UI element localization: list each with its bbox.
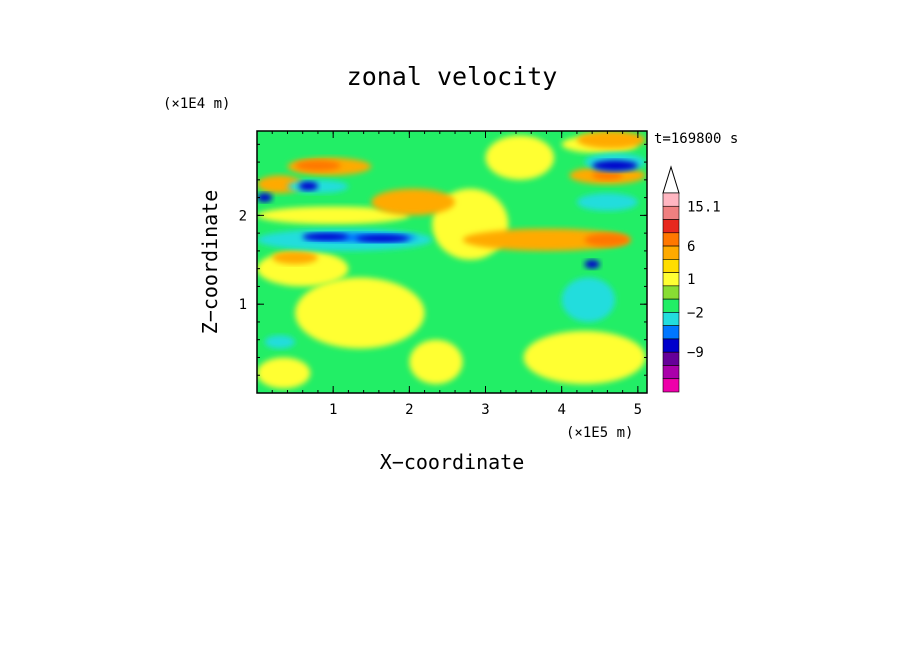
- colorbar-bin: [662, 378, 680, 393]
- colorbar-bin: [662, 192, 680, 207]
- field-region-dark-blue: [584, 259, 600, 269]
- field-region-dark-orange: [584, 233, 631, 247]
- colorbar-bin: [662, 312, 680, 326]
- colorbar-bin: [662, 272, 680, 287]
- colorbar-bin: [662, 259, 680, 273]
- field-region-yellow: [257, 357, 311, 389]
- field-region-dark-orange: [592, 170, 623, 180]
- field-region-yellow: [257, 206, 410, 225]
- field-region-dark-orange: [295, 160, 341, 171]
- field-region-orange: [462, 228, 631, 251]
- field-region-yellow: [409, 339, 463, 385]
- velocity-field: [257, 131, 647, 393]
- colorbar-label: −9: [687, 345, 704, 361]
- y-axis: 12: [239, 143, 647, 376]
- colorbar-extend-arrow: [662, 165, 680, 194]
- field-region-cyan: [576, 193, 638, 211]
- x-tick-label: 2: [405, 402, 413, 418]
- field-region-orange: [272, 250, 318, 265]
- colorbar-bin: [662, 205, 680, 220]
- field-region-dark-blue: [302, 233, 349, 241]
- field-region-dark-blue: [356, 234, 410, 243]
- colorbar: 15.1 6 1 −2 −9: [662, 165, 721, 393]
- colorbar-bin: [662, 365, 680, 380]
- colorbar-bin: [662, 351, 680, 366]
- x-tick-label: 1: [329, 402, 337, 418]
- colorbar-bin: [662, 338, 680, 353]
- chart-title: zonal velocity: [347, 62, 558, 91]
- colorbar-label: −2: [687, 305, 704, 321]
- colorbar-bin: [662, 245, 680, 260]
- colorbar-bin: [662, 219, 680, 234]
- field-region-dark-blue: [592, 160, 638, 171]
- x-tick-label: 3: [481, 402, 489, 418]
- field-region-yellow: [485, 135, 555, 180]
- x-axis-label: X−coordinate: [380, 450, 525, 474]
- x-tick-label: 5: [634, 402, 642, 418]
- colorbar-bin: [662, 325, 680, 340]
- y-tick-label: 2: [239, 208, 247, 224]
- field-region-dark-blue: [298, 181, 318, 191]
- field-region-yellow: [523, 330, 646, 385]
- field-region-cyan: [561, 277, 616, 322]
- colorbar-label: 1: [687, 272, 695, 288]
- time-label: t=169800 s: [654, 131, 738, 147]
- colorbar-label: 6: [687, 239, 695, 255]
- field-region-orange: [576, 131, 646, 149]
- y-tick-label: 1: [239, 297, 247, 313]
- y-axis-unit: (×1E4 m): [163, 96, 230, 112]
- colorbar-bin: [662, 298, 680, 313]
- x-tick-label: 4: [557, 402, 565, 418]
- field-region-dark-blue: [257, 193, 273, 203]
- x-axis-unit: (×1E5 m): [566, 425, 633, 441]
- field-region-cyan: [287, 179, 349, 194]
- field-region-cyan: [264, 335, 296, 349]
- y-axis-label: Z−coordinate: [198, 190, 222, 335]
- x-axis: 1 2 3 4 5: [271, 131, 642, 418]
- colorbar-label: 15.1: [687, 199, 721, 215]
- plot-frame: [256, 130, 648, 394]
- field-region-orange: [371, 188, 456, 216]
- field-region-yellow: [295, 277, 425, 349]
- colorbar-bin: [662, 232, 680, 247]
- colorbar-bin: [662, 285, 680, 300]
